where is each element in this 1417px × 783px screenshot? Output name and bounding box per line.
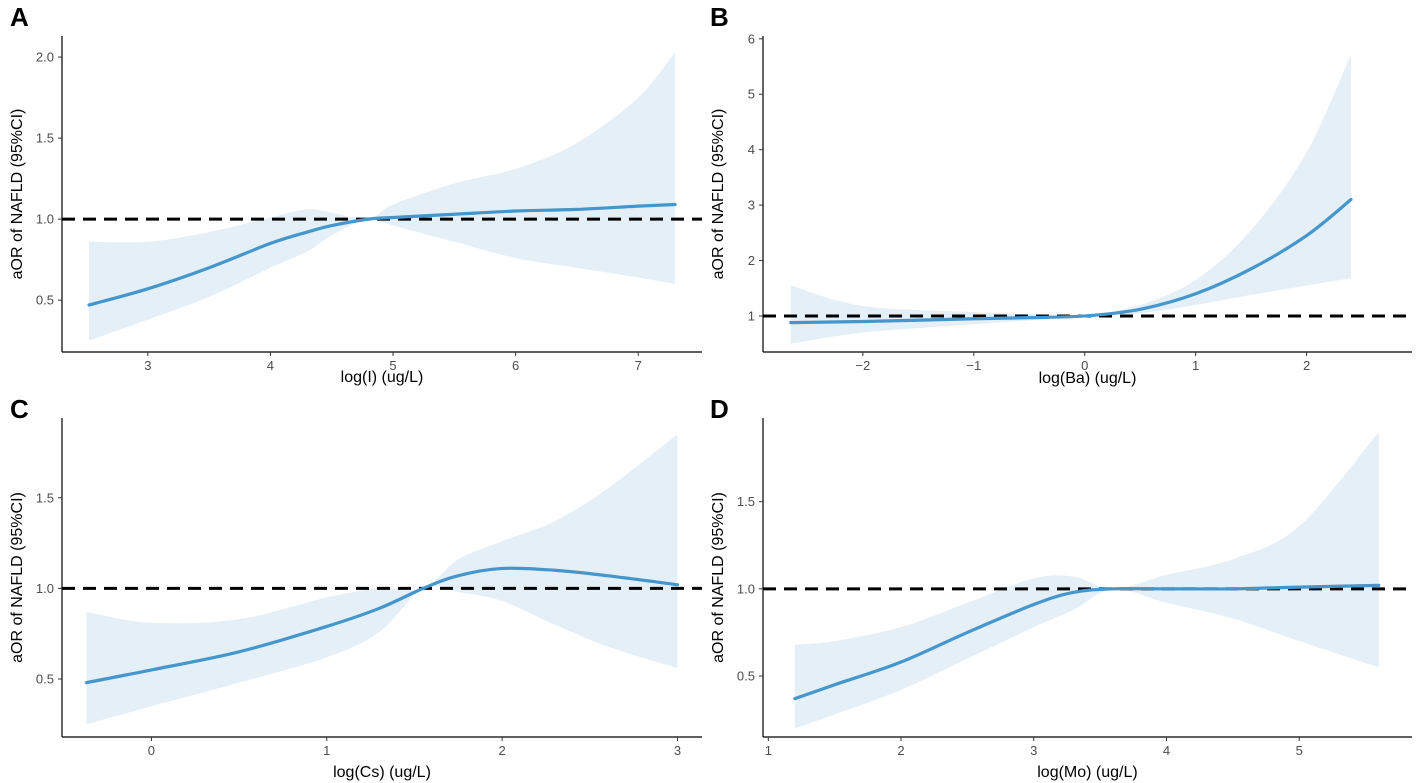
panel-b-x-tick-label: 0 <box>1081 358 1088 373</box>
panel-a-y-axis-title: aOR of NAFLD (95%CI) <box>9 109 26 280</box>
panel-c-y-tick-label: 0.5 <box>36 672 54 687</box>
panel-d-x-tick-label: 5 <box>1296 743 1303 758</box>
panel-a-x-tick-label: 4 <box>267 358 274 373</box>
panel-c-letter: C <box>10 394 29 424</box>
panel-b-y-tick-label: 3 <box>748 198 755 213</box>
panel-a-confidence-band <box>88 52 676 341</box>
panel-a-y-tick-label: 2.0 <box>36 50 54 65</box>
panel-d-y-tick-label: 1.0 <box>737 581 755 596</box>
panel-d-x-tick-label: 1 <box>765 743 772 758</box>
panel-c-x-axis-title: log(Cs) (ug/L) <box>333 764 431 781</box>
panel-c-x-tick-label: 0 <box>148 743 155 758</box>
panel-c-y-axis-title: aOR of NAFLD (95%CI) <box>9 492 26 663</box>
panel-c: 0 1 2 3 0.5 1.0 1.5 log(Cs) (ug/L) aOR of NAFLD … <box>9 394 702 781</box>
panel-a-x-axis-title: log(I) (ug/L) <box>341 369 424 386</box>
panel-b-x-axis-title: log(Ba) (ug/L) <box>1039 370 1137 387</box>
panel-d-y-axis-title: aOR of NAFLD (95%CI) <box>710 492 727 663</box>
panel-d-x-axis-title: log(Mo) (ug/L) <box>1037 764 1137 781</box>
panel-c-y-tick-label: 1.0 <box>36 581 54 596</box>
panel-b-y-tick-label: 6 <box>748 31 755 46</box>
panel-c-y-tick-label: 1.5 <box>36 490 54 505</box>
panel-a-y-tick-label: 1.5 <box>36 131 54 146</box>
panel-d-y-tick-label: 0.5 <box>737 668 755 683</box>
panel-d-x-tick-label: 4 <box>1163 743 1170 758</box>
panel-c-x-tick-label: 2 <box>498 743 505 758</box>
panel-a: 3 4 5 6 7 0.5 1.0 1.5 2.0 log(I) (ug/L) aOR of NAF… <box>9 2 702 386</box>
panel-c-x-tick-label: 3 <box>674 743 681 758</box>
panel-d-fitted-curve <box>793 583 1381 701</box>
panel-b-x-tick-label: −1 <box>966 358 981 373</box>
panel-b-y-axis-title: aOR of NAFLD (95%CI) <box>710 109 727 280</box>
panel-d-x-tick-label: 2 <box>897 743 904 758</box>
panel-c-fitted-curve <box>84 566 680 685</box>
panel-c-confidence-band <box>86 434 678 725</box>
panel-d-confidence-band <box>794 431 1379 729</box>
panel-b-letter: B <box>710 2 729 32</box>
panel-b-fitted-curve <box>789 197 1353 325</box>
panel-b-x-tick-label: −2 <box>855 358 870 373</box>
panel-b-x-tick-label: 1 <box>1192 358 1199 373</box>
panel-b-y-tick-label: 4 <box>748 142 755 157</box>
panel-a-x-tick-label: 3 <box>144 358 151 373</box>
panel-b-y-tick-label: 2 <box>748 253 755 268</box>
panel-a-x-tick-label: 5 <box>389 358 396 373</box>
panel-d-y-tick-label: 1.5 <box>737 494 755 509</box>
panel-d-letter: D <box>710 394 729 424</box>
panel-b-y-tick-label: 1 <box>748 308 755 323</box>
panel-a-y-tick-label: 1.0 <box>36 212 54 227</box>
panel-c-x-tick-label: 1 <box>323 743 330 758</box>
panel-b-confidence-band <box>790 54 1351 344</box>
panel-b-x-tick-label: 2 <box>1303 358 1310 373</box>
panel-b-y-tick-label: 5 <box>748 87 755 102</box>
panel-d-x-tick-label: 3 <box>1030 743 1037 758</box>
panel-a-letter: A <box>10 2 29 32</box>
panel-a-fitted-curve <box>87 202 677 307</box>
panel-d: 1 2 3 4 5 0.5 1.0 1.5 log(Mo) (ug/L) aOR of NAFLD… <box>710 394 1412 781</box>
panel-b: −2 −1 0 1 2 1 2 3 4 5 6 log(Ba) (ug/L) aOR of NAFLD … <box>710 2 1412 387</box>
panel-a-x-tick-label: 6 <box>512 358 519 373</box>
panel-a-x-tick-label: 7 <box>635 358 642 373</box>
panel-a-y-tick-label: 0.5 <box>36 293 54 308</box>
